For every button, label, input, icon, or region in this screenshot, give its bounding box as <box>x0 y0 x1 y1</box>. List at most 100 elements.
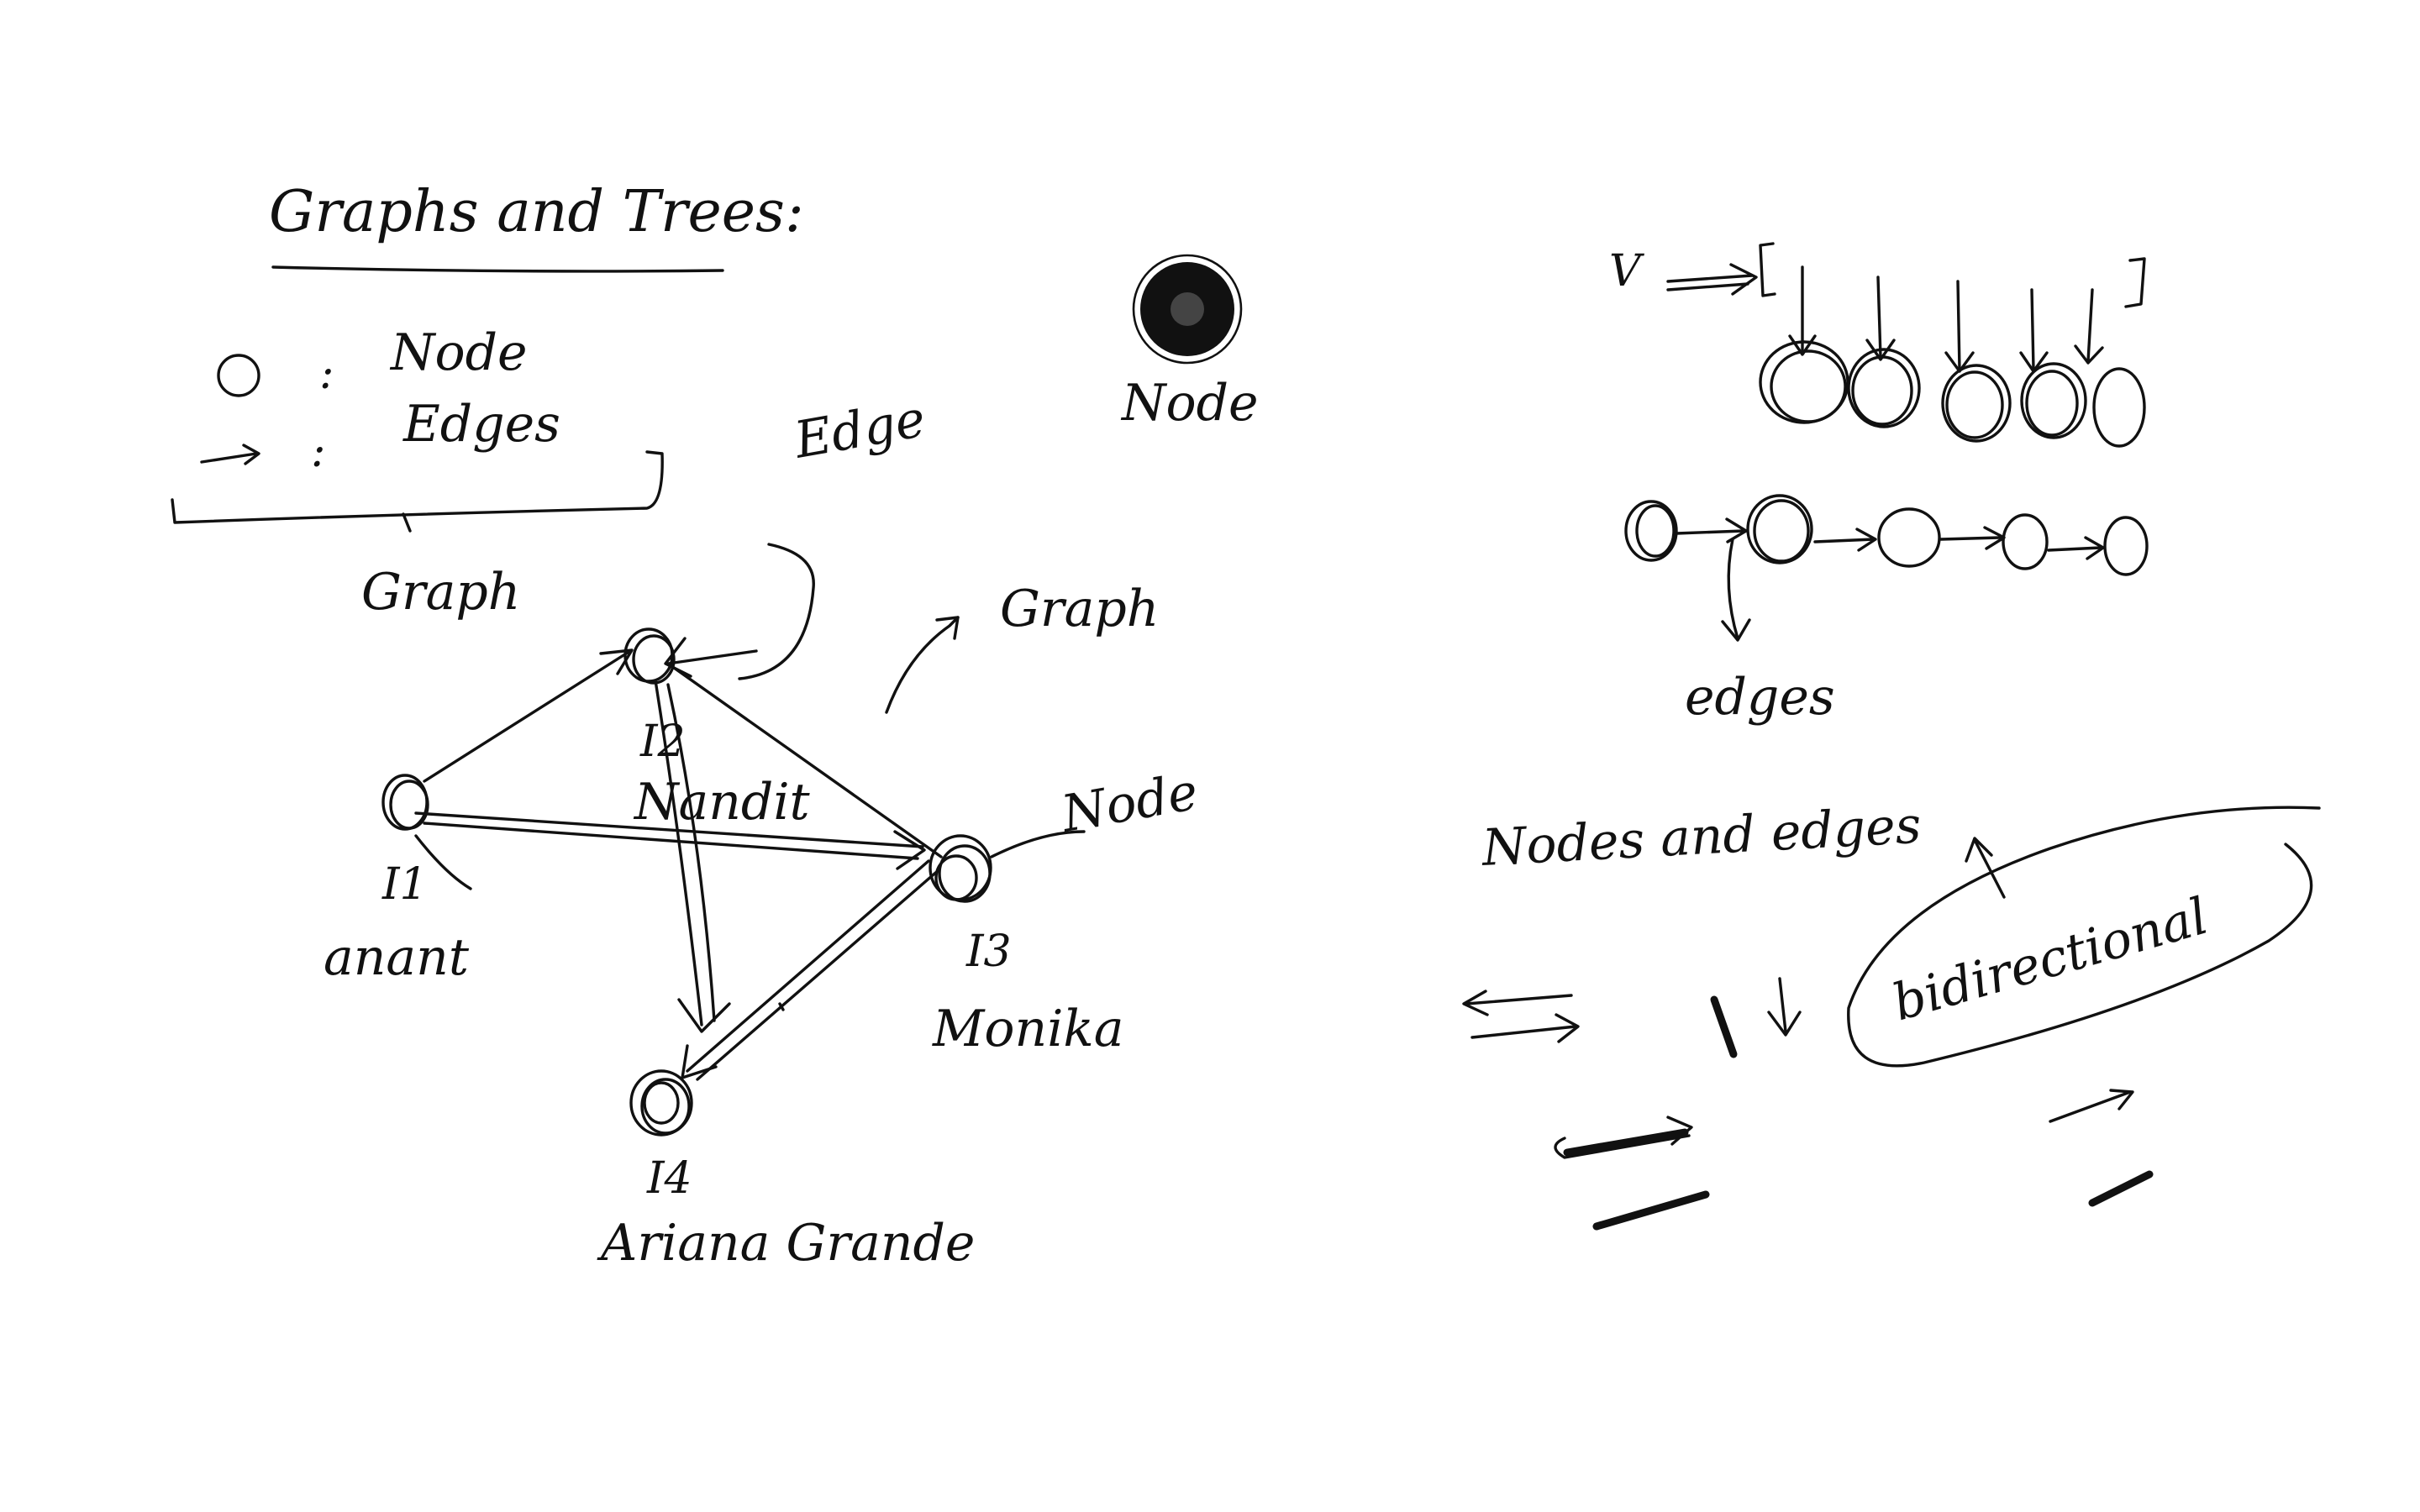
array-node-5 <box>2092 367 2146 448</box>
bidir-arrow-bottom <box>1554 1134 1691 1159</box>
node-i1-tail <box>414 834 472 890</box>
edge-i2-incoming-arrowhead <box>664 637 692 678</box>
bidirectional-ellipse <box>1847 806 2321 1068</box>
list-edge-1 <box>1675 529 1745 535</box>
node-i2-name: Nandit <box>633 773 811 832</box>
edge-i1-i3-double <box>423 822 919 860</box>
edge-i2-i4-arrowhead <box>677 998 731 1033</box>
legend-node-circle-icon <box>217 354 260 397</box>
edge-label: Edge <box>789 390 929 470</box>
bidirectional-label: bidirectional <box>1886 887 2214 1033</box>
edges-label: edges <box>1685 668 1835 727</box>
arrow-bottom-right-head <box>2109 1089 2134 1110</box>
bidir-arrow-bottom-head <box>1666 1116 1693 1146</box>
array-pointer-2-head <box>1865 339 1896 361</box>
edge-i2-i4-double <box>666 683 716 1022</box>
array-pointer-3 <box>1956 280 1961 371</box>
node-label-top: Node <box>1120 374 1259 433</box>
array-pointer-4 <box>2030 288 2035 371</box>
edge-i3-i4 <box>686 859 930 1073</box>
legend-node-label: Node <box>389 323 528 382</box>
vertical-stroke <box>1710 995 1738 1058</box>
list-edge-2 <box>1813 538 1876 543</box>
list-node-3 <box>1877 507 1941 568</box>
bidir-arrow-right <box>1470 1025 1577 1039</box>
list-node-2 <box>1746 494 1813 564</box>
array-pointer-5 <box>2086 288 2094 363</box>
array-node-4 <box>2020 362 2087 439</box>
bidir-arrow-bottom-fill <box>1563 1128 1689 1157</box>
node-i1[interactable] <box>381 774 429 831</box>
edge-i3-i4-arrowhead <box>681 1044 718 1079</box>
array-pointer-5-head <box>2074 344 2104 365</box>
legend-node-separator: : <box>319 349 334 399</box>
bidir-arrow-left <box>1465 994 1573 1005</box>
edge-i1-i2-arrowhead <box>599 648 634 675</box>
heading-text: Graphs and Trees: <box>269 179 804 245</box>
v-arrowhead <box>1729 263 1758 296</box>
edge-i2-loop <box>738 543 815 680</box>
node-i1-id: I1 <box>381 859 428 910</box>
node-i2-id: I2 <box>639 717 686 767</box>
node-i4-name: Ariana Grande <box>597 1214 975 1273</box>
array-open-bracket <box>1759 242 1776 297</box>
node-label-right: Node <box>1055 763 1202 845</box>
node-i3[interactable] <box>929 834 992 903</box>
legend-brace-label: Graph <box>361 563 520 622</box>
heavy-stroke-bottom <box>1592 1190 1710 1231</box>
node-label-right-pointer <box>990 830 1086 858</box>
array-node-3 <box>1941 364 2012 443</box>
node-i3-name: Monika <box>932 1000 1124 1058</box>
legend-brace <box>171 450 664 524</box>
bidir-arrow-right-head <box>1555 1013 1580 1043</box>
legend-edge-separator: : <box>311 427 326 477</box>
nodes-edges-pointer <box>1973 838 2006 899</box>
graph-pointer-arrow <box>885 616 960 714</box>
edge-i1-i2 <box>423 649 632 783</box>
list-node-5 <box>2103 516 2149 576</box>
list-edge-4 <box>2047 546 2102 552</box>
arrow-bottom-right <box>2049 1090 2132 1123</box>
legend-edge-arrowhead-icon <box>242 444 260 465</box>
edge-i3-i4-tick <box>778 1002 785 1011</box>
graph-label: Graph <box>1000 580 1159 638</box>
nodes-and-edges-label: Nodes and edges <box>1479 796 1923 878</box>
node-i2[interactable] <box>623 627 676 685</box>
list-node-4 <box>2002 513 2049 570</box>
legend-edges-label: Edges <box>402 395 560 454</box>
down-arrow-head <box>1767 1011 1802 1037</box>
node-i3-id: I3 <box>965 927 1012 977</box>
list-edge-2-head <box>1855 528 1877 552</box>
array-node-2 <box>1847 348 1921 428</box>
edge-i2-i3 <box>666 662 943 858</box>
nodes-edges-pointer-head <box>1965 837 1993 863</box>
edges-pointer-arrow <box>1727 538 1739 640</box>
heavy-stroke-right <box>2088 1170 2154 1207</box>
edge-i2-i4 <box>654 679 703 1026</box>
filled-node-icon <box>1132 254 1243 365</box>
v-arrow <box>1666 274 1754 283</box>
list-edge-1-head <box>1725 517 1748 543</box>
node-i1-name: anant <box>324 928 470 987</box>
legend-brace-tip <box>402 512 412 533</box>
node-i4[interactable] <box>629 1069 693 1137</box>
legend-edge-arrow-icon <box>200 452 258 464</box>
edges-pointer-arrowhead <box>1721 618 1751 642</box>
edge-i1-i3 <box>414 811 924 848</box>
down-arrow <box>1778 977 1787 1033</box>
graph-pointer-arrowhead <box>935 616 960 640</box>
list-edge-4-head <box>2084 536 2105 560</box>
array-close-bracket <box>2124 257 2146 308</box>
list-edge-3 <box>1939 536 2002 541</box>
v-label: V <box>1609 246 1644 297</box>
edge-i2-incoming <box>666 649 758 665</box>
node-i4-id: I4 <box>646 1153 692 1204</box>
array-pointer-2 <box>1876 276 1882 359</box>
edge-i1-i3-arrowhead <box>893 830 926 870</box>
v-arrow-double <box>1666 282 1749 291</box>
list-node-1 <box>1624 500 1678 562</box>
heading-underline <box>271 265 724 273</box>
edge-i3-i4-double <box>696 868 941 1081</box>
